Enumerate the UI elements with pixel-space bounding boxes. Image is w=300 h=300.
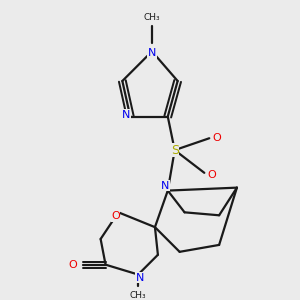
Text: O: O [213,133,221,143]
Text: O: O [208,170,217,180]
Text: CH₃: CH₃ [144,13,160,22]
Text: N: N [122,110,130,120]
Text: N: N [160,181,169,191]
Text: N: N [136,272,144,283]
Text: O: O [69,260,77,270]
Text: O: O [111,211,120,221]
Text: CH₃: CH₃ [130,291,146,300]
Text: S: S [171,144,179,157]
Text: N: N [148,48,156,58]
